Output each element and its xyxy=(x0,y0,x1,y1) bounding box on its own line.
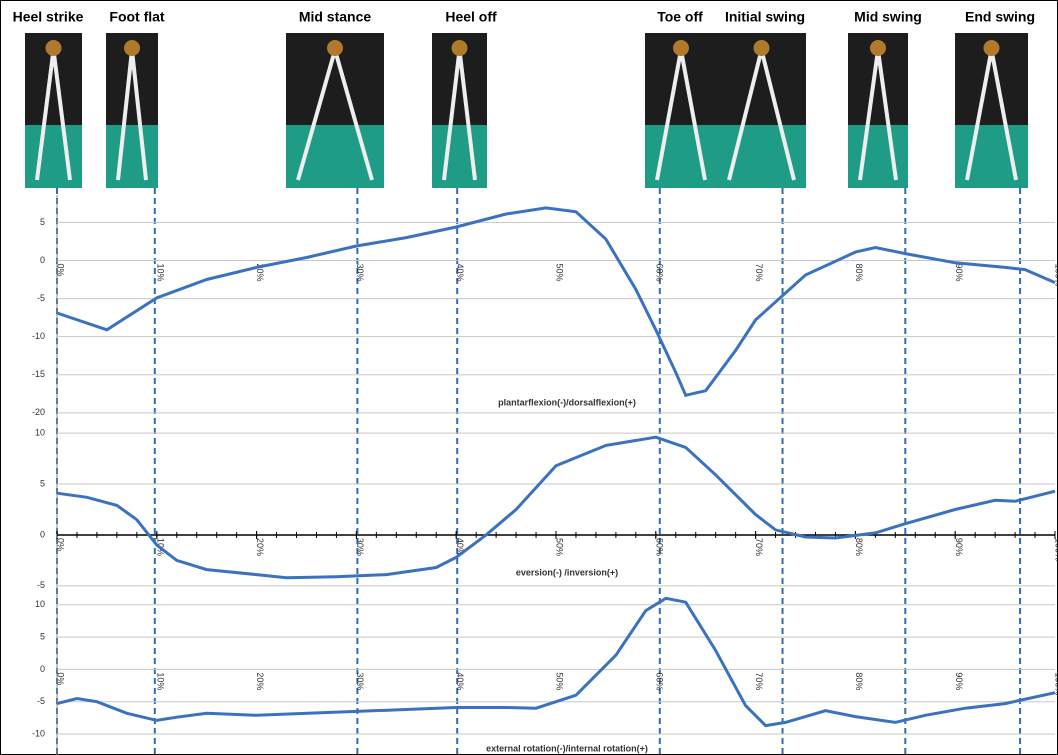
x-tick-label: 0% xyxy=(56,263,66,276)
phase-floor xyxy=(106,125,158,188)
phase-floor xyxy=(25,125,82,188)
phase-label: Initial swing xyxy=(725,9,805,25)
x-tick-label: 40% xyxy=(455,672,465,690)
x-tick-label: 20% xyxy=(255,672,265,690)
y-tick-label: -5 xyxy=(37,696,45,706)
chart-title: plantarflexion(-)/dorsalflexion(+) xyxy=(498,397,636,407)
x-tick-label: 40% xyxy=(455,263,465,281)
y-tick-label: -10 xyxy=(32,728,45,738)
phase-label: End swing xyxy=(965,9,1035,25)
pelvis xyxy=(984,40,1000,56)
y-tick-label: -10 xyxy=(32,331,45,341)
y-tick-label: -5 xyxy=(37,580,45,590)
x-tick-label: 10% xyxy=(155,263,165,281)
x-tick-label: 100% xyxy=(1054,538,1058,561)
x-tick-label: 30% xyxy=(355,672,365,690)
phase-label: Toe off xyxy=(657,9,703,25)
pelvis xyxy=(124,40,140,56)
x-tick-label: 30% xyxy=(355,263,365,281)
pelvis xyxy=(754,40,770,56)
x-tick-label: 20% xyxy=(255,538,265,556)
y-tick-label: -5 xyxy=(37,293,45,303)
x-tick-label: 80% xyxy=(854,672,864,690)
phase-floor xyxy=(432,125,487,188)
x-tick-label: 80% xyxy=(854,538,864,556)
x-tick-label: 0% xyxy=(56,538,66,551)
y-tick-label: 5 xyxy=(40,217,45,227)
y-tick-label: -20 xyxy=(32,407,45,417)
y-tick-label: 10 xyxy=(35,599,45,609)
phase-floor xyxy=(848,125,908,188)
x-tick-label: 80% xyxy=(854,263,864,281)
pelvis xyxy=(870,40,886,56)
x-tick-label: 60% xyxy=(654,538,664,556)
pelvis xyxy=(46,40,62,56)
x-tick-label: 0% xyxy=(56,672,66,685)
y-tick-label: 0 xyxy=(40,529,45,539)
pelvis xyxy=(673,40,689,56)
figure: Heel strike Foot flat Mid stance Heel off To… xyxy=(0,0,1058,755)
x-tick-label: 30% xyxy=(355,538,365,556)
phase-label: Mid swing xyxy=(854,9,922,25)
x-tick-label: 90% xyxy=(954,263,964,281)
x-tick-label: 60% xyxy=(654,263,664,281)
y-tick-label: 5 xyxy=(40,478,45,488)
phase-label: Foot flat xyxy=(109,9,165,25)
x-tick-label: 50% xyxy=(555,538,565,556)
x-tick-label: 50% xyxy=(555,263,565,281)
x-tick-label: 10% xyxy=(155,672,165,690)
y-tick-label: 0 xyxy=(40,664,45,674)
y-tick-label: -15 xyxy=(32,369,45,379)
pelvis xyxy=(327,40,343,56)
y-tick-label: 5 xyxy=(40,631,45,641)
phase-label: Heel strike xyxy=(13,9,84,25)
y-tick-label: 0 xyxy=(40,255,45,265)
x-tick-label: 70% xyxy=(754,263,764,281)
x-tick-label: 90% xyxy=(954,672,964,690)
chart-title: eversion(-) /inversion(+) xyxy=(516,567,618,577)
x-tick-label: 50% xyxy=(555,672,565,690)
pelvis xyxy=(452,40,468,56)
chart-title: external rotation(-)/internal rotation(+… xyxy=(486,743,648,753)
phase-label: Heel off xyxy=(445,9,497,25)
x-tick-label: 70% xyxy=(754,672,764,690)
phase-floor xyxy=(286,125,384,188)
x-tick-label: 60% xyxy=(654,672,664,690)
x-tick-label: 70% xyxy=(754,538,764,556)
phase-label: Mid stance xyxy=(299,9,372,25)
y-tick-label: 10 xyxy=(35,428,45,438)
x-tick-label: 90% xyxy=(954,538,964,556)
